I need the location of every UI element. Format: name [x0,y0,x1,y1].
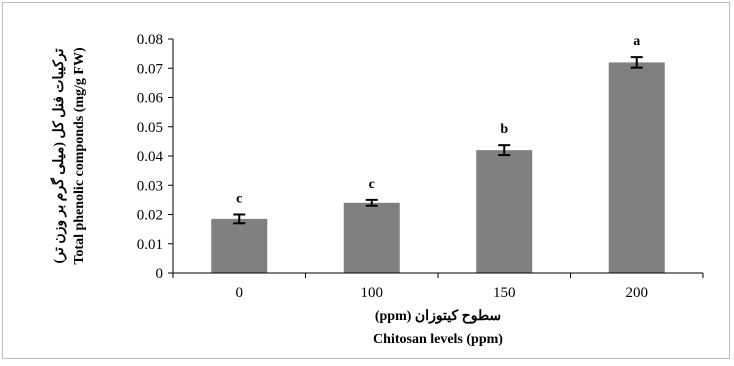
x-tick-label: 150 [493,285,516,301]
y-tick-label: 0.02 [137,208,163,224]
y-tick-label: 0.08 [137,32,163,48]
significance-letter: c [369,177,375,192]
y-tick-label: 0.07 [137,61,164,77]
y-tick-label: 0.06 [137,91,164,107]
x-tick-label: 100 [361,285,384,301]
x-tick-label: 200 [626,285,649,301]
bar-0 [211,218,268,273]
chart-frame: 0 0.01 0.02 0.03 0.04 0.05 0.06 0.07 0.08 0 100 15… [2,2,730,359]
bar-150 [476,150,533,273]
y-tick-label: 0.01 [137,237,163,253]
x-axis-title: Chitosan levels (ppm) [373,332,503,347]
y-tick-label: 0.05 [137,120,163,136]
bar-200 [608,62,665,274]
significance-letter: b [500,122,508,137]
y-tick-label: 0 [156,266,164,282]
y-tick-label: 0.04 [137,149,164,165]
bar-chart: 0 0.01 0.02 0.03 0.04 0.05 0.06 0.07 0.08 0 100 15… [50,32,704,347]
significance-letter: c [236,192,242,207]
y-axis-title-persian: ترکیبات فنل کل (میلی گرم بر وزن تر) [50,48,67,263]
y-axis-title: Total phenolic componds (mg/g FW) [72,47,87,265]
x-axis-title-persian: سطوح کیتوزان (ppm) [375,308,501,324]
y-tick-label: 0.03 [137,178,163,194]
significance-letter: a [633,34,640,49]
bar-100 [343,202,400,273]
x-tick-label: 0 [236,285,244,301]
